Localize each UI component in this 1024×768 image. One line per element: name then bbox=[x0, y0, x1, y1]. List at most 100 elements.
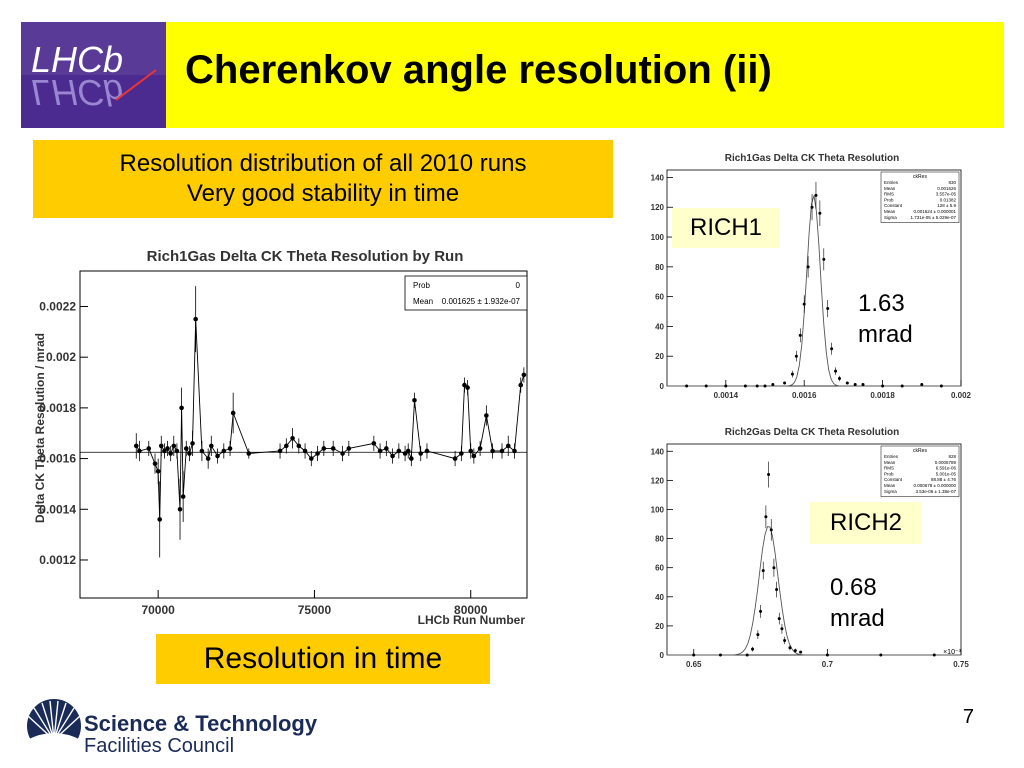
rich1-xtick-label: 0.0018 bbox=[870, 391, 895, 400]
rich1-stat-name: Mean bbox=[884, 209, 896, 214]
rich2-point bbox=[764, 515, 768, 519]
run-point bbox=[405, 448, 411, 454]
rich1-point bbox=[881, 384, 885, 388]
rich2-point bbox=[718, 653, 722, 657]
rich1-ytick-label: 40 bbox=[655, 322, 664, 331]
run-ytick-label: 0.0012 bbox=[39, 553, 76, 567]
rich1-point bbox=[853, 383, 857, 387]
run-chart-title: Rich1Gas Delta CK Theta Resolution by Ru… bbox=[147, 248, 464, 265]
rich1-point bbox=[783, 381, 787, 385]
rich1-stat-value: 830 bbox=[948, 180, 956, 185]
run-point bbox=[371, 441, 377, 446]
run-ytick-label: 0.0022 bbox=[39, 299, 76, 313]
rich2-stat-name: Mean bbox=[884, 460, 896, 465]
rich2-ytick-label: 20 bbox=[655, 622, 664, 631]
rich2-stat-value: 0.000678 ± 0.000000 bbox=[913, 483, 956, 488]
run-point bbox=[152, 461, 158, 466]
run-point bbox=[296, 443, 302, 449]
rich2-fit-curve bbox=[667, 526, 961, 656]
title-bar bbox=[166, 22, 1004, 128]
run-chart-xlabel: LHCb Run Number bbox=[418, 613, 526, 627]
run-point bbox=[221, 448, 227, 454]
svg-text:Prob: Prob bbox=[413, 281, 430, 290]
run-chart-frame bbox=[79, 270, 528, 599]
run-xtick-label: 75000 bbox=[298, 603, 332, 617]
rich1-result: 1.63 mrad bbox=[858, 290, 913, 349]
rich2-point bbox=[788, 646, 792, 650]
run-point bbox=[471, 453, 477, 459]
run-point bbox=[155, 468, 161, 474]
run-point bbox=[396, 448, 402, 454]
run-point bbox=[384, 446, 389, 451]
rich1-point bbox=[755, 384, 759, 388]
rich1-stats-box bbox=[880, 171, 960, 223]
rich2-result: 0.68 mrad bbox=[830, 574, 885, 633]
run-point bbox=[521, 372, 527, 378]
run-ytick-label: 0.0016 bbox=[39, 452, 76, 466]
run-ytick-label: 0.0014 bbox=[39, 502, 76, 516]
rich2-point bbox=[756, 633, 760, 637]
rich2-ytick-label: 60 bbox=[655, 564, 664, 573]
run-xtick-label: 70000 bbox=[141, 603, 175, 617]
rich1-stat-name: Entries bbox=[884, 180, 899, 185]
rich2-stat-name: RMS bbox=[884, 466, 894, 471]
rich1-point bbox=[837, 377, 841, 381]
rich1-point bbox=[845, 381, 849, 385]
rich1-point bbox=[806, 265, 810, 269]
run-point bbox=[402, 451, 408, 456]
run-stat-prob: 0 bbox=[516, 281, 521, 290]
rich2-histogram: Rich2Gas Delta CK Theta Resolution ×10⁻³… bbox=[651, 427, 970, 669]
rich2-ytick-label: 40 bbox=[655, 593, 664, 602]
rich2-stat-value: 828 bbox=[948, 454, 956, 459]
rich1-label: RICH1 bbox=[672, 208, 780, 248]
run-point bbox=[290, 436, 295, 441]
rich2-point bbox=[799, 650, 803, 654]
run-point bbox=[227, 446, 233, 451]
rich1-point bbox=[939, 384, 943, 388]
rich2-stat-value: 3.53e-06 ± 1.38e-07 bbox=[916, 489, 957, 494]
rich1-point bbox=[794, 354, 798, 358]
run-point bbox=[390, 453, 395, 459]
rich2-stat-value: 5.001e-05 bbox=[936, 471, 957, 476]
run-point bbox=[146, 446, 152, 451]
rich1-ytick-label: 80 bbox=[655, 263, 664, 272]
run-point bbox=[484, 413, 489, 418]
rich1-point bbox=[798, 333, 802, 337]
run-ytick-label: 0.002 bbox=[46, 350, 76, 364]
resolution-by-run-chart: Rich1Gas Delta CK Theta Resolution by Ru… bbox=[33, 248, 528, 627]
rich2-point bbox=[780, 627, 784, 631]
rich1-stat-value: 0.001626 bbox=[937, 186, 956, 191]
stfc-name-line2: Facilities Council bbox=[84, 735, 235, 757]
run-point bbox=[174, 448, 180, 454]
run-point bbox=[330, 446, 336, 451]
rich1-ytick-label: 20 bbox=[655, 352, 664, 361]
run-point bbox=[424, 448, 430, 454]
run-point bbox=[168, 451, 173, 456]
run-point bbox=[277, 448, 283, 454]
rich1-stat-name: Prob bbox=[884, 197, 894, 202]
run-point bbox=[162, 448, 167, 454]
run-point bbox=[137, 448, 142, 454]
run-point bbox=[284, 443, 289, 449]
rich2-stat-name: Mean bbox=[884, 483, 896, 488]
logo-text: LHCb bbox=[31, 39, 123, 80]
run-stat-mean: 0.001625 ± 1.932e-07 bbox=[442, 297, 521, 306]
rich2-point bbox=[761, 569, 765, 573]
run-point bbox=[377, 448, 383, 454]
rich2-stat-name: Entries bbox=[884, 454, 899, 459]
run-point bbox=[180, 494, 186, 499]
run-stats-box: Prob 0 Mean 0.001625 ± 1.932e-07 bbox=[404, 275, 528, 311]
run-point bbox=[462, 382, 467, 388]
rich2-ytick-label: 80 bbox=[655, 535, 664, 544]
rich2-stat-name: Constant bbox=[884, 477, 903, 482]
rich1-point bbox=[685, 384, 689, 388]
rich1-point bbox=[790, 372, 794, 376]
resolution-in-time-label: Resolution in time bbox=[156, 634, 490, 684]
rich1-stat-name: Constant bbox=[884, 203, 903, 208]
rich1-xtick-label: 0.0014 bbox=[714, 391, 739, 400]
rich1-point bbox=[724, 384, 728, 388]
rich2-xtick-label: 0.75 bbox=[953, 660, 969, 669]
rich1-ytick-label: 0 bbox=[660, 382, 665, 391]
run-point bbox=[208, 443, 214, 449]
rich2-stat-value: 88.88 ± 4.76 bbox=[931, 477, 956, 482]
